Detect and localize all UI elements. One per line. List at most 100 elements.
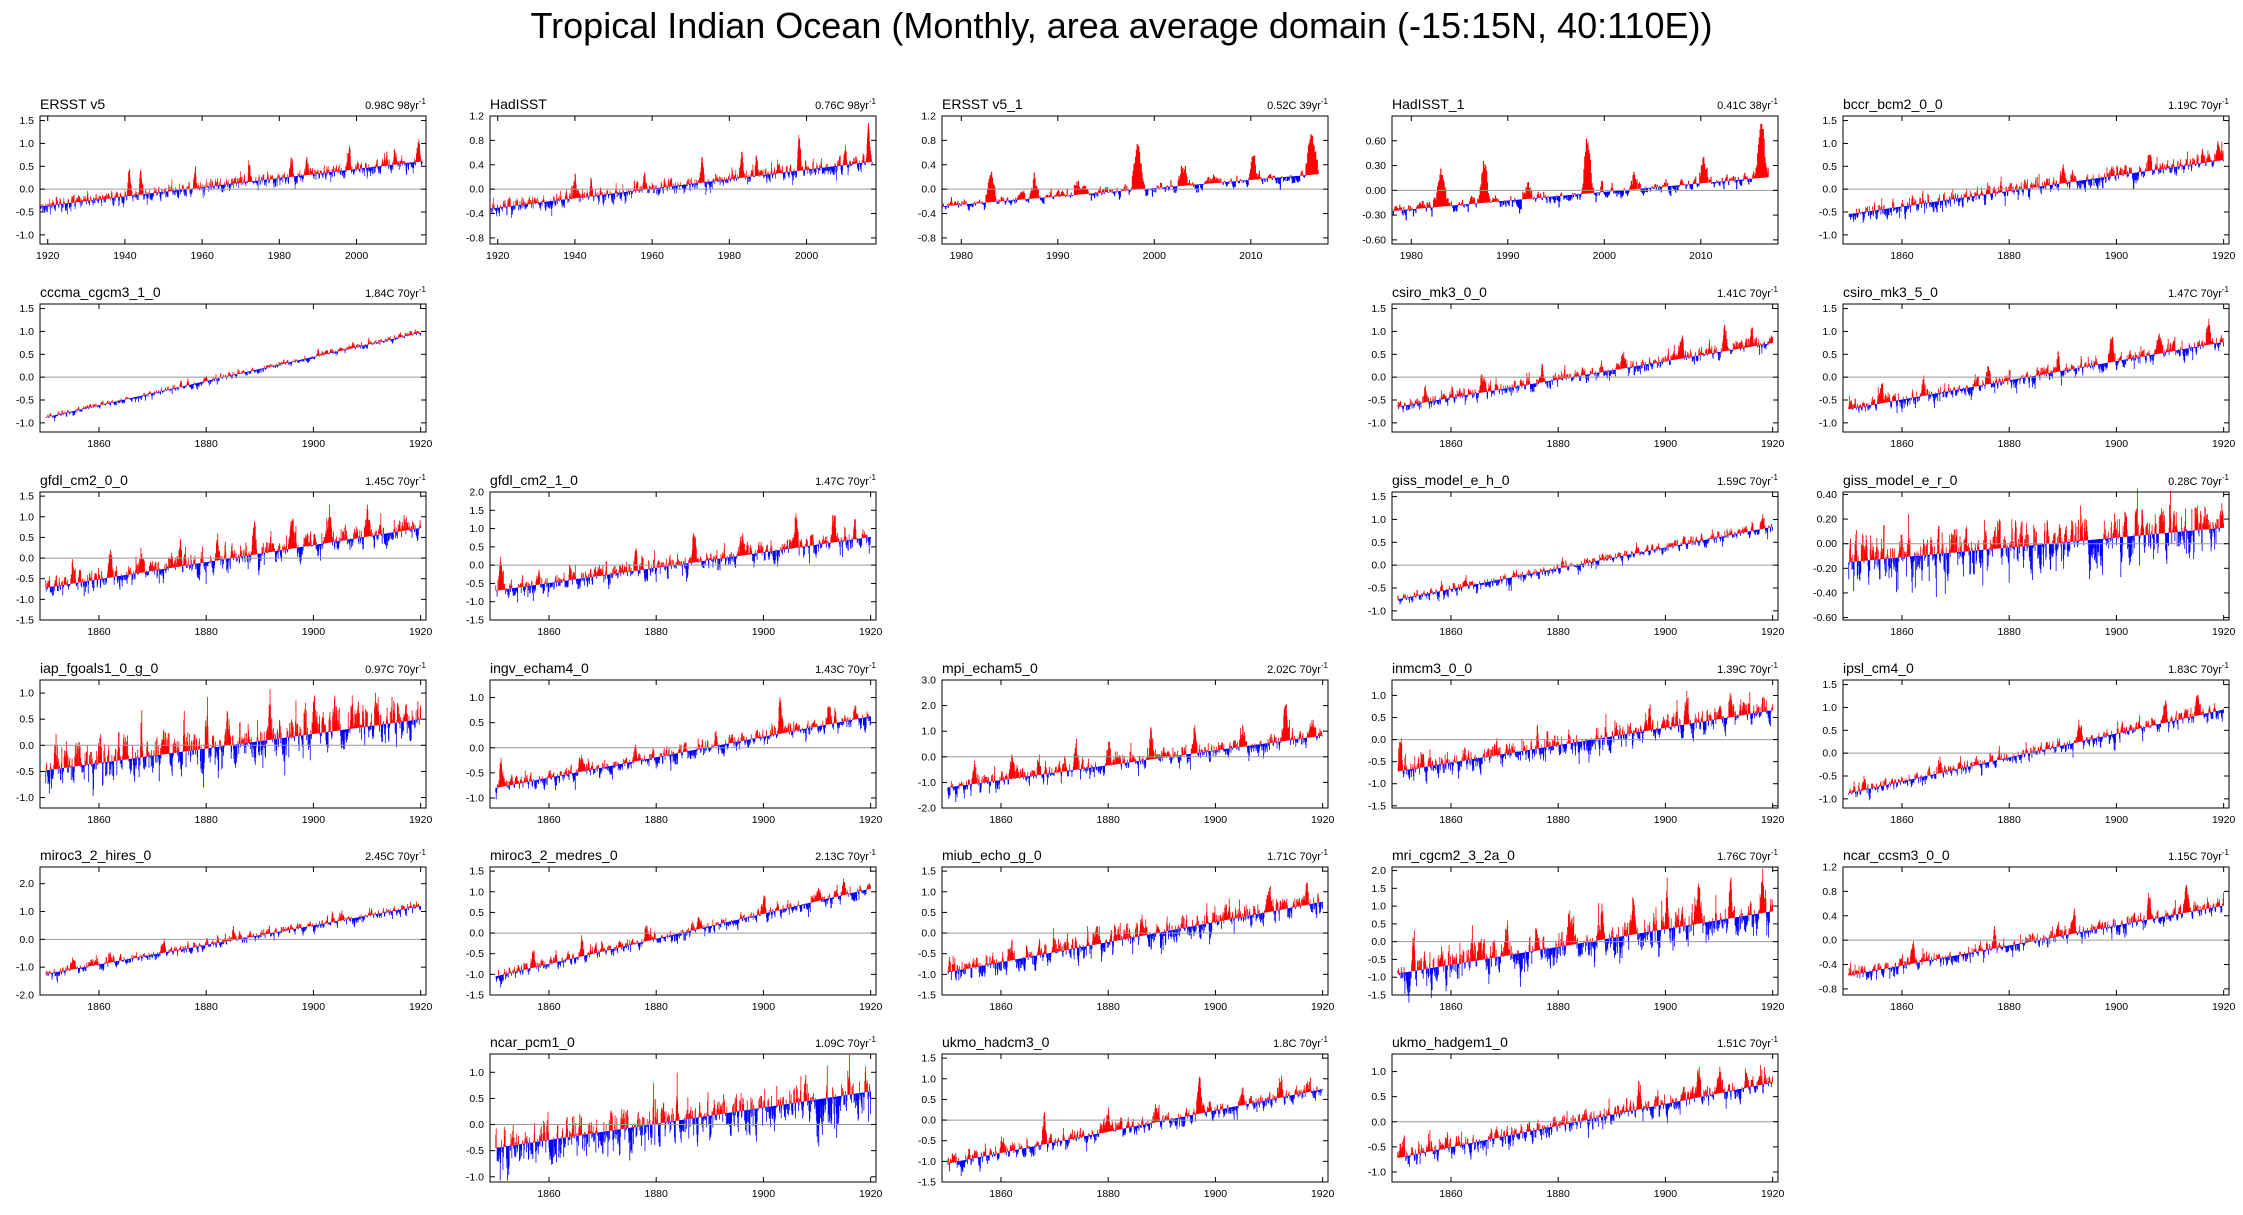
anomaly-bar bbox=[1244, 180, 1246, 182]
plot-frame bbox=[941, 115, 1329, 245]
anomaly-bar bbox=[1297, 175, 1299, 183]
anomaly-bar bbox=[1998, 186, 1999, 193]
anomaly-bar bbox=[2107, 176, 2109, 181]
anomaly-bar bbox=[2013, 190, 2015, 195]
anomaly-bar bbox=[2120, 173, 2122, 175]
anomaly-bar bbox=[1502, 201, 1504, 203]
anomaly-bar bbox=[1606, 191, 1608, 198]
anomaly-bar bbox=[398, 164, 400, 170]
anomaly-bar bbox=[1865, 207, 1867, 212]
anomaly-bar bbox=[269, 174, 271, 180]
anomaly-bar bbox=[1136, 144, 1138, 190]
anomaly-bar bbox=[1482, 171, 1484, 203]
anomaly-bar bbox=[656, 188, 657, 195]
anomaly-bar bbox=[302, 359, 304, 361]
anomaly-bar bbox=[594, 195, 595, 197]
anomaly-bar bbox=[1493, 199, 1495, 202]
anomaly-bar bbox=[1920, 201, 1922, 204]
anomaly-bar bbox=[82, 408, 83, 410]
anomaly-bar bbox=[1876, 210, 1878, 211]
anomaly-bar bbox=[86, 406, 88, 409]
anomaly-bar bbox=[380, 166, 382, 168]
anomaly-bar bbox=[1168, 186, 1170, 191]
anomaly-bar bbox=[1192, 182, 1194, 185]
anomaly-bar bbox=[248, 371, 250, 374]
trend-value: 0.41C 38yr bbox=[1717, 100, 1771, 112]
anomaly-bar bbox=[807, 169, 809, 174]
anomaly-bar bbox=[2193, 158, 2195, 165]
anomaly-bar bbox=[503, 206, 505, 208]
anomaly-bar bbox=[1611, 182, 1613, 192]
anomaly-bar bbox=[2146, 170, 2148, 172]
anomaly-bar bbox=[1412, 209, 1414, 210]
anomaly-bar bbox=[966, 203, 968, 205]
anomaly-bar bbox=[2210, 160, 2212, 162]
anomaly-bar bbox=[157, 390, 159, 392]
anomaly-bar bbox=[2130, 171, 2132, 174]
anomaly-bar bbox=[1163, 187, 1165, 189]
anomaly-bar bbox=[2208, 153, 2210, 163]
anomaly-bar bbox=[101, 402, 103, 405]
anomaly-bar bbox=[245, 372, 246, 375]
anomaly-bar bbox=[2045, 180, 2047, 186]
anomaly-bar bbox=[492, 208, 494, 214]
anomaly-bar bbox=[1745, 175, 1747, 180]
anomaly-bar bbox=[103, 198, 105, 203]
anomaly-bar bbox=[1110, 191, 1113, 193]
anomaly-bar bbox=[116, 191, 117, 198]
anomaly-bar bbox=[1917, 204, 1919, 209]
anomaly-bar bbox=[1412, 209, 1415, 217]
anomaly-bar bbox=[396, 164, 398, 165]
anomaly-bar bbox=[1007, 197, 1009, 201]
anomaly-bar bbox=[1741, 179, 1743, 186]
anomaly-bar bbox=[301, 359, 303, 360]
anomaly-bar bbox=[618, 192, 620, 195]
anomaly-bar bbox=[227, 376, 228, 377]
anomaly-bar bbox=[2153, 169, 2155, 171]
anomaly-bar bbox=[1201, 184, 1203, 191]
anomaly-bar bbox=[304, 355, 306, 359]
anomaly-bar bbox=[192, 384, 194, 389]
anomaly-bar bbox=[1044, 197, 1047, 198]
anomaly-bar bbox=[1498, 199, 1500, 202]
anomaly-bar bbox=[1299, 175, 1301, 177]
anomaly-bar bbox=[58, 204, 60, 209]
anomaly-bar bbox=[1302, 173, 1304, 176]
anomaly-bar bbox=[1197, 184, 1199, 193]
anomaly-bar bbox=[1947, 199, 1949, 203]
anomaly-bar bbox=[505, 205, 507, 207]
anomaly-bar bbox=[200, 382, 202, 386]
anomaly-bar bbox=[1658, 185, 1661, 187]
anomaly-bar bbox=[758, 169, 760, 176]
anomaly-bar bbox=[291, 360, 293, 362]
anomaly-bar bbox=[112, 402, 114, 403]
anomaly-bar bbox=[2166, 163, 2168, 169]
anomaly-bar bbox=[1155, 187, 1158, 189]
anomaly-bar bbox=[2219, 148, 2220, 161]
anomaly-bar bbox=[2169, 165, 2170, 168]
anomaly-bar bbox=[135, 190, 137, 196]
anomaly-bar bbox=[1421, 200, 1423, 209]
anomaly-bar bbox=[1895, 207, 1897, 209]
anomaly-bar bbox=[1560, 193, 1562, 196]
anomaly-bar bbox=[2077, 181, 2079, 186]
anomaly-bar bbox=[131, 397, 133, 402]
anomaly-bar bbox=[1155, 188, 1157, 193]
anomaly-bar bbox=[2099, 177, 2101, 186]
anomaly-bar bbox=[367, 167, 368, 177]
anomaly-bar bbox=[1886, 208, 1888, 211]
anomaly-bar bbox=[1039, 195, 1041, 198]
anomaly-bar bbox=[282, 177, 284, 183]
anomaly-bar bbox=[55, 415, 57, 416]
anomaly-bar bbox=[1290, 174, 1292, 177]
anomaly-bar bbox=[778, 165, 780, 174]
anomaly-bar bbox=[1678, 184, 1680, 186]
anomaly-bar bbox=[1861, 212, 1863, 214]
anomaly-bar bbox=[1613, 190, 1616, 192]
anomaly-bar bbox=[220, 372, 222, 378]
anomaly-bar bbox=[1239, 179, 1241, 181]
anomaly-bar bbox=[520, 204, 522, 208]
anomaly-bar bbox=[1975, 195, 1977, 200]
anomaly-bar bbox=[1102, 189, 1104, 193]
anomaly-bar bbox=[2148, 155, 2149, 171]
